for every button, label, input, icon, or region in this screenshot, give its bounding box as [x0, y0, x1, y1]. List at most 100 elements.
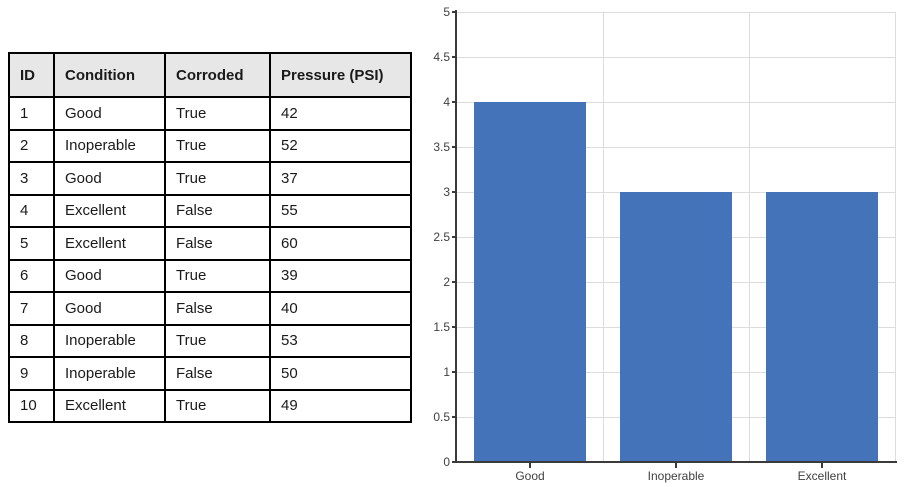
table-header-row: ID Condition Corroded Pressure (PSI) [8, 52, 412, 98]
v-gridline [602, 12, 604, 462]
y-axis-tick [452, 371, 457, 373]
table-cell: 40 [269, 291, 412, 326]
table-cell: True [164, 161, 271, 196]
table-cell: 9 [8, 356, 55, 391]
table-cell: 53 [269, 323, 412, 358]
x-axis-tick [821, 463, 823, 468]
v-gridline [748, 12, 750, 462]
table-row: 3 Good True 37 [8, 161, 412, 196]
x-axis-tick [675, 463, 677, 468]
y-axis-tick-label: 5 [443, 4, 450, 19]
table-cell: 3 [8, 161, 55, 196]
table-cell: 1 [8, 96, 55, 131]
table-cell: 4 [8, 193, 55, 228]
h-gridline [457, 146, 895, 148]
table-row: 2 Inoperable True 52 [8, 128, 412, 163]
table-cell: Inoperable [53, 356, 166, 391]
y-axis-tick [452, 101, 457, 103]
y-axis-tick-label: 2 [443, 274, 450, 289]
y-axis-tick-label: 3.5 [433, 139, 450, 154]
table-cell: 37 [269, 161, 412, 196]
column-header-pressure: Pressure (PSI) [269, 52, 412, 98]
x-axis-category-label: Good [515, 469, 545, 483]
h-gridline [457, 101, 895, 103]
table-cell: 49 [269, 388, 412, 423]
pipe-data-table: ID Condition Corroded Pressure (PSI) 1 Go… [8, 52, 412, 423]
table-cell: Good [53, 291, 166, 326]
y-axis-tick-label: 1.5 [433, 319, 450, 334]
table-cell: Excellent [53, 226, 166, 261]
table-row: 10 Excellent True 49 [8, 388, 412, 423]
table-cell: 8 [8, 323, 55, 358]
y-axis-tick [452, 416, 457, 418]
table-cell: False [164, 226, 271, 261]
table-cell: 50 [269, 356, 412, 391]
y-axis-tick [452, 281, 457, 283]
table-cell: Excellent [53, 193, 166, 228]
table-cell: True [164, 388, 271, 423]
table-cell: True [164, 96, 271, 131]
table-cell: 5 [8, 226, 55, 261]
table-cell: 60 [269, 226, 412, 261]
bar-excellent [766, 192, 878, 462]
table-cell: True [164, 258, 271, 293]
y-axis-tick-label: 4.5 [433, 49, 450, 64]
x-axis-category-label: Excellent [797, 469, 847, 483]
table-cell: Inoperable [53, 323, 166, 358]
table-head: ID Condition Corroded Pressure (PSI) [8, 52, 412, 98]
column-header-id: ID [8, 52, 55, 98]
y-axis-tick-label: 1 [443, 364, 450, 379]
table-cell: 2 [8, 128, 55, 163]
table-cell: Excellent [53, 388, 166, 423]
y-axis-tick-label: 4 [443, 94, 450, 109]
column-header-corroded: Corroded [164, 52, 271, 98]
table-cell: 55 [269, 193, 412, 228]
table-cell: Good [53, 161, 166, 196]
y-axis-tick [452, 11, 457, 13]
table-cell: 6 [8, 258, 55, 293]
table-cell: False [164, 193, 271, 228]
y-axis-tick [452, 146, 457, 148]
y-axis-tick [452, 191, 457, 193]
y-axis-tick-label: 2.5 [433, 229, 450, 244]
table-cell: Good [53, 96, 166, 131]
table-row: 5 Excellent False 60 [8, 226, 412, 261]
table-cell: 39 [269, 258, 412, 293]
table-row: 1 Good True 42 [8, 96, 412, 131]
y-axis-tick-label: 0 [443, 454, 450, 469]
h-gridline [457, 11, 895, 13]
table-cell: False [164, 356, 271, 391]
y-axis-tick [452, 326, 457, 328]
table-cell: 10 [8, 388, 55, 423]
table-cell: Good [53, 258, 166, 293]
v-gridline [894, 12, 896, 462]
x-axis-line [455, 461, 897, 463]
table-cell: Inoperable [53, 128, 166, 163]
table-body: 1 Good True 42 2 Inoperable True 52 3 Good True 37 4… [8, 96, 412, 423]
y-axis-tick [452, 461, 457, 463]
y-axis-tick [452, 56, 457, 58]
y-axis-tick-label: 0.5 [433, 409, 450, 424]
y-axis-tick-label: 3 [443, 184, 450, 199]
table-cell: 7 [8, 291, 55, 326]
y-axis-line [455, 10, 457, 462]
table-cell: True [164, 128, 271, 163]
table-cell: False [164, 291, 271, 326]
x-axis-category-label: Inoperable [647, 469, 705, 483]
h-gridline [457, 56, 895, 58]
table-cell: 52 [269, 128, 412, 163]
column-header-condition: Condition [53, 52, 166, 98]
table-row: 4 Excellent False 55 [8, 193, 412, 228]
bar-chart: 0 0.5 1 1.5 2 2.5 3 3.5 4 4.5 5 Good Inoperable Excel… [420, 0, 904, 487]
table-cell: 42 [269, 96, 412, 131]
table-row: 7 Good False 40 [8, 291, 412, 326]
table-row: 8 Inoperable True 53 [8, 323, 412, 358]
bar-good [474, 102, 586, 462]
table-cell: True [164, 323, 271, 358]
table-row: 9 Inoperable False 50 [8, 356, 412, 391]
table-row: 6 Good True 39 [8, 258, 412, 293]
x-axis-tick [529, 463, 531, 468]
y-axis-tick [452, 236, 457, 238]
bar-inoperable [620, 192, 732, 462]
